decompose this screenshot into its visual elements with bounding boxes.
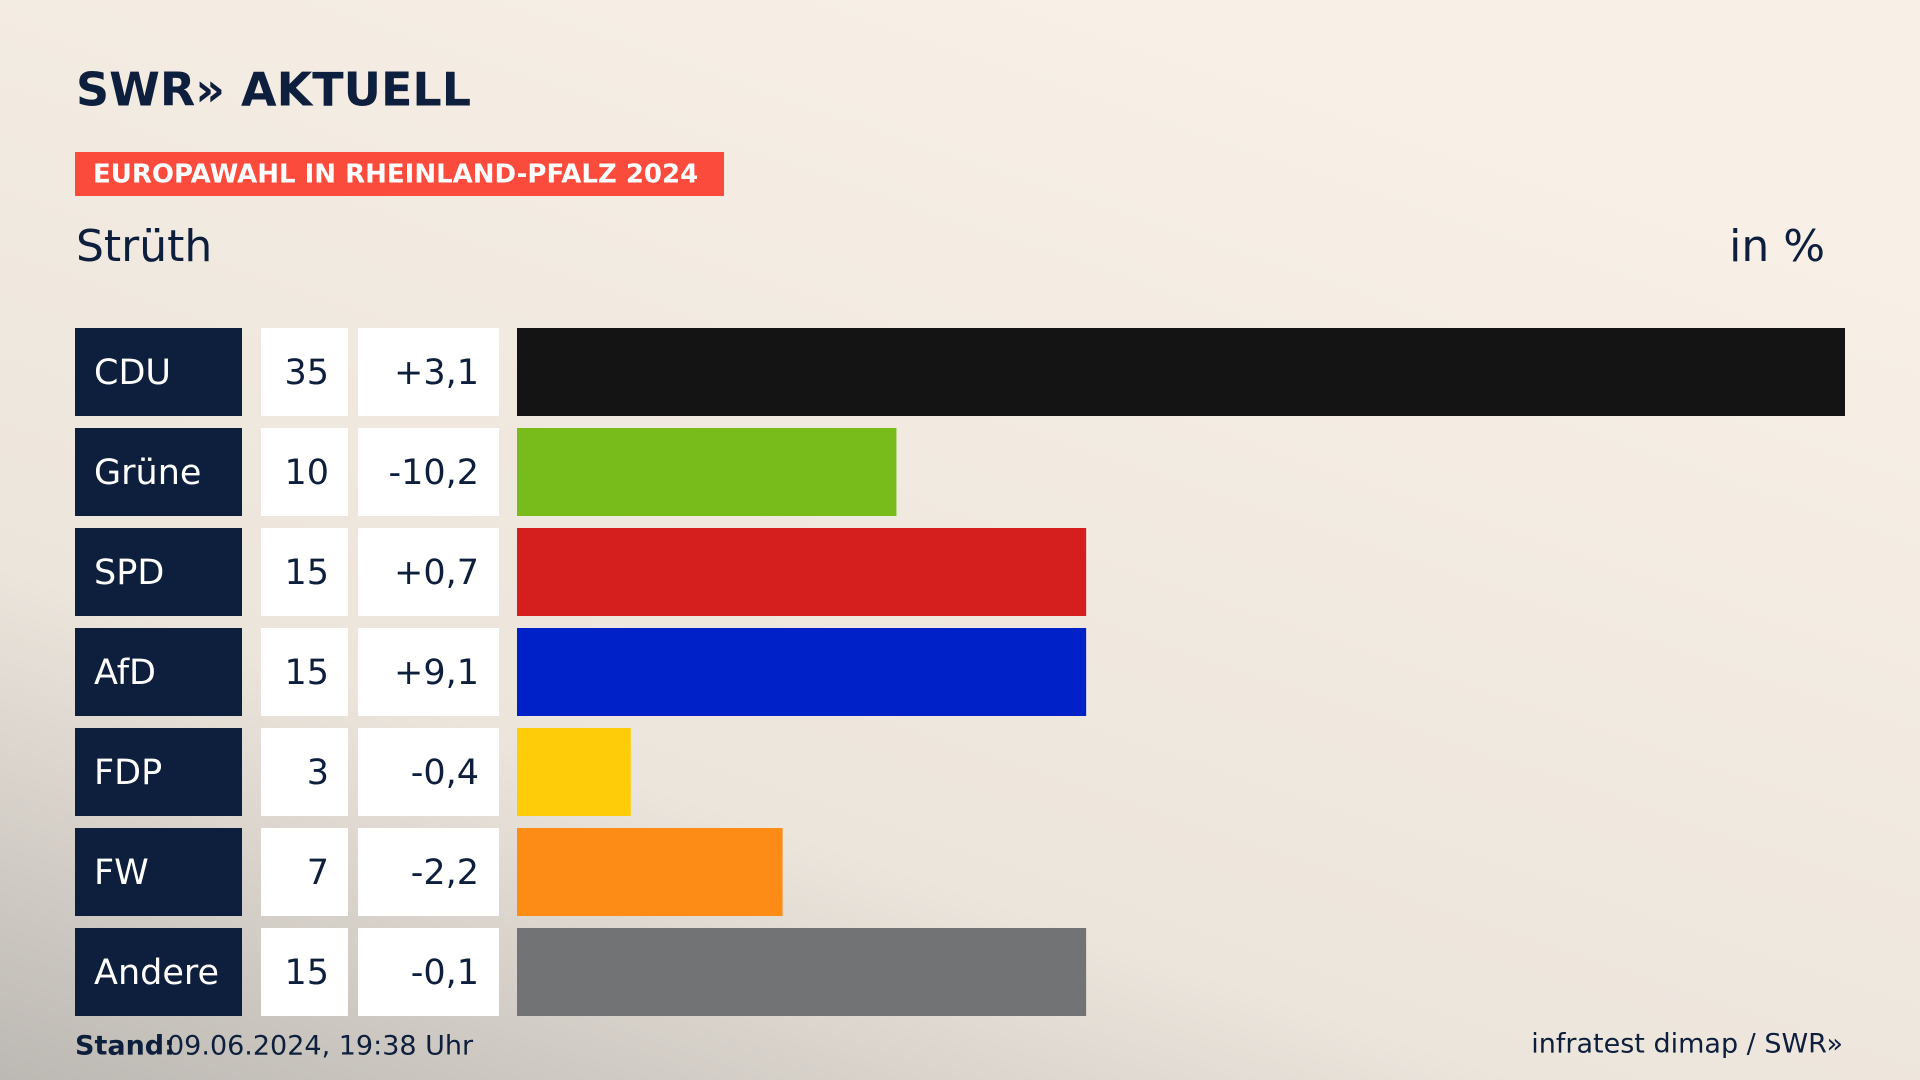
- value-cell: [261, 728, 348, 816]
- value-label: 7: [307, 853, 329, 893]
- value-cell: [261, 928, 348, 1016]
- value-cell: [261, 828, 348, 916]
- bar: [517, 428, 897, 516]
- value-cell: [261, 328, 348, 416]
- value-label: 10: [284, 453, 329, 493]
- party-cell: [75, 428, 242, 516]
- change-cell: [358, 428, 499, 516]
- unit-label: in %: [1729, 221, 1825, 272]
- change-cell: [358, 528, 499, 616]
- source: infratest dimap / SWR»: [1531, 1029, 1843, 1060]
- change-cell: [358, 828, 499, 916]
- change-label: -10,2: [388, 453, 479, 493]
- change-label: +3,1: [394, 353, 479, 393]
- party-cell: [75, 528, 242, 616]
- change-label: +0,7: [394, 553, 479, 593]
- party-label: SPD: [94, 553, 164, 593]
- party-cell: [75, 928, 242, 1016]
- change-label: -0,4: [411, 753, 479, 793]
- bar: [517, 528, 1087, 616]
- bar: [517, 328, 1845, 416]
- party-label: Andere: [94, 953, 219, 993]
- value-cell: [261, 528, 348, 616]
- value-cell: [261, 628, 348, 716]
- bar: [517, 628, 1087, 716]
- party-cell: [75, 628, 242, 716]
- change-cell: [358, 728, 499, 816]
- change-label: -0,1: [411, 953, 479, 993]
- party-label: FDP: [94, 753, 162, 793]
- value-label: 35: [284, 353, 329, 393]
- bar: [517, 928, 1087, 1016]
- change-cell: [358, 328, 499, 416]
- party-cell: [75, 728, 242, 816]
- value-label: 15: [284, 953, 329, 993]
- value-cell: [261, 428, 348, 516]
- party-label: CDU: [94, 353, 171, 393]
- chart-title: EUROPAWAHL IN RHEINLAND-PFALZ 2024: [93, 160, 698, 190]
- stand-label: Stand:: [75, 1031, 175, 1062]
- value-label: 15: [284, 653, 329, 693]
- change-cell: [358, 628, 499, 716]
- change-label: +9,1: [394, 653, 479, 693]
- party-label: AfD: [94, 653, 156, 693]
- party-cell: [75, 328, 242, 416]
- change-cell: [358, 928, 499, 1016]
- value-label: 3: [307, 753, 329, 793]
- chart-subtitle: Strüth: [76, 221, 212, 272]
- party-cell: [75, 828, 242, 916]
- change-label: -2,2: [411, 853, 479, 893]
- brand: SWR» AKTUELL: [76, 63, 471, 117]
- party-label: Grüne: [94, 453, 201, 493]
- stand: 09.06.2024, 19:38 Uhr: [167, 1031, 474, 1062]
- title-banner: [75, 152, 724, 196]
- value-label: 15: [284, 553, 329, 593]
- party-label: FW: [94, 853, 149, 893]
- bar: [517, 828, 783, 916]
- bar: [517, 728, 631, 816]
